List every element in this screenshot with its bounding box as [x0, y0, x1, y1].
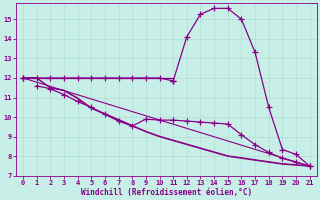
- X-axis label: Windchill (Refroidissement éolien,°C): Windchill (Refroidissement éolien,°C): [81, 188, 252, 197]
